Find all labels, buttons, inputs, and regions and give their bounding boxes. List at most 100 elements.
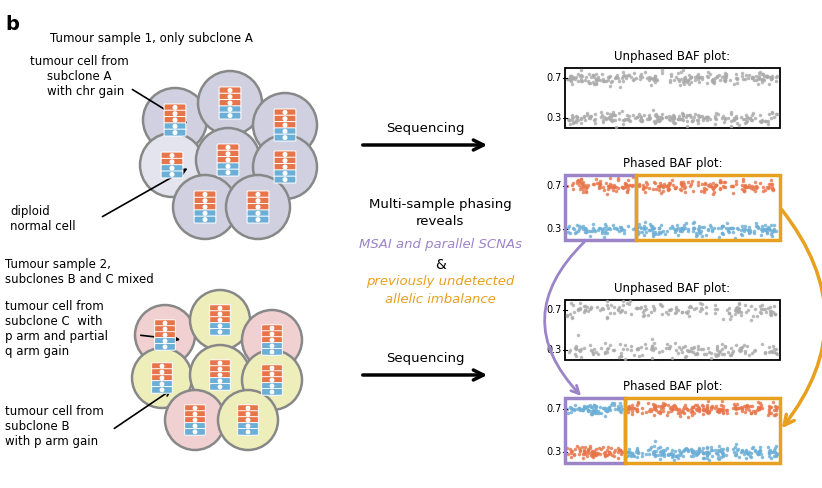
Point	[598, 348, 612, 356]
Point	[565, 404, 578, 412]
Point	[764, 404, 778, 411]
Point	[681, 309, 694, 317]
Point	[749, 220, 762, 227]
Point	[657, 447, 670, 454]
Point	[694, 345, 707, 353]
Point	[686, 227, 700, 235]
Point	[696, 406, 709, 413]
Point	[754, 404, 767, 411]
Point	[693, 407, 706, 415]
Point	[607, 108, 620, 116]
Point	[686, 219, 700, 227]
Point	[662, 186, 675, 194]
Point	[587, 116, 600, 124]
Point	[579, 181, 592, 189]
FancyBboxPatch shape	[261, 348, 282, 355]
Point	[575, 78, 589, 85]
Circle shape	[160, 370, 164, 374]
Point	[606, 346, 619, 353]
Point	[700, 350, 713, 358]
Point	[653, 409, 667, 417]
Point	[725, 351, 738, 359]
Point	[729, 304, 742, 311]
Point	[662, 450, 675, 458]
Point	[622, 448, 635, 456]
Circle shape	[256, 193, 260, 196]
Point	[677, 66, 690, 74]
Point	[662, 184, 675, 192]
Point	[684, 74, 697, 81]
Point	[574, 446, 587, 454]
Point	[607, 303, 621, 310]
FancyBboxPatch shape	[151, 386, 173, 393]
Point	[695, 223, 708, 231]
Point	[740, 308, 753, 316]
Point	[703, 180, 716, 188]
Point	[670, 346, 683, 354]
Text: tumour cell from: tumour cell from	[30, 55, 129, 68]
Point	[696, 114, 709, 122]
Point	[730, 306, 743, 314]
Point	[667, 115, 681, 122]
Point	[695, 300, 709, 307]
Point	[584, 305, 597, 312]
Point	[608, 111, 621, 119]
Point	[754, 117, 767, 124]
Point	[636, 308, 649, 316]
Point	[587, 71, 600, 79]
Point	[764, 303, 777, 311]
Point	[747, 347, 760, 355]
Point	[722, 348, 735, 356]
Point	[663, 180, 677, 187]
Circle shape	[193, 424, 196, 427]
Point	[753, 302, 766, 309]
Circle shape	[284, 123, 287, 127]
Point	[700, 407, 713, 415]
Point	[751, 404, 764, 412]
Point	[688, 343, 701, 350]
Point	[719, 70, 732, 78]
Text: Sequencing: Sequencing	[386, 352, 464, 365]
Point	[712, 407, 725, 415]
Point	[732, 404, 746, 411]
FancyBboxPatch shape	[161, 171, 183, 178]
Point	[712, 451, 725, 459]
FancyBboxPatch shape	[210, 311, 230, 317]
Circle shape	[219, 330, 222, 334]
Point	[700, 406, 713, 413]
Point	[580, 404, 593, 411]
Point	[564, 229, 577, 237]
Point	[755, 71, 769, 79]
Point	[581, 446, 594, 454]
Point	[740, 405, 753, 412]
Point	[648, 403, 661, 411]
Point	[681, 347, 695, 355]
Point	[639, 302, 652, 310]
Point	[737, 341, 750, 349]
Point	[709, 402, 723, 410]
Point	[764, 181, 778, 188]
Point	[575, 175, 588, 183]
Point	[677, 343, 690, 350]
Point	[742, 224, 755, 231]
Circle shape	[242, 350, 302, 410]
Point	[603, 225, 616, 233]
Text: Tumour sample 1, only subclone A: Tumour sample 1, only subclone A	[50, 32, 253, 45]
Circle shape	[226, 152, 230, 156]
Point	[648, 75, 661, 82]
Point	[737, 403, 750, 410]
Point	[747, 227, 760, 235]
Point	[714, 453, 727, 461]
Point	[579, 450, 592, 458]
Point	[674, 115, 687, 123]
Point	[741, 226, 755, 234]
Circle shape	[253, 93, 317, 157]
Point	[710, 305, 723, 312]
Point	[621, 188, 634, 196]
Text: 0.3: 0.3	[547, 224, 562, 234]
Point	[584, 304, 597, 311]
Point	[766, 185, 779, 193]
Point	[765, 180, 778, 188]
Point	[755, 309, 768, 317]
Point	[706, 402, 719, 410]
